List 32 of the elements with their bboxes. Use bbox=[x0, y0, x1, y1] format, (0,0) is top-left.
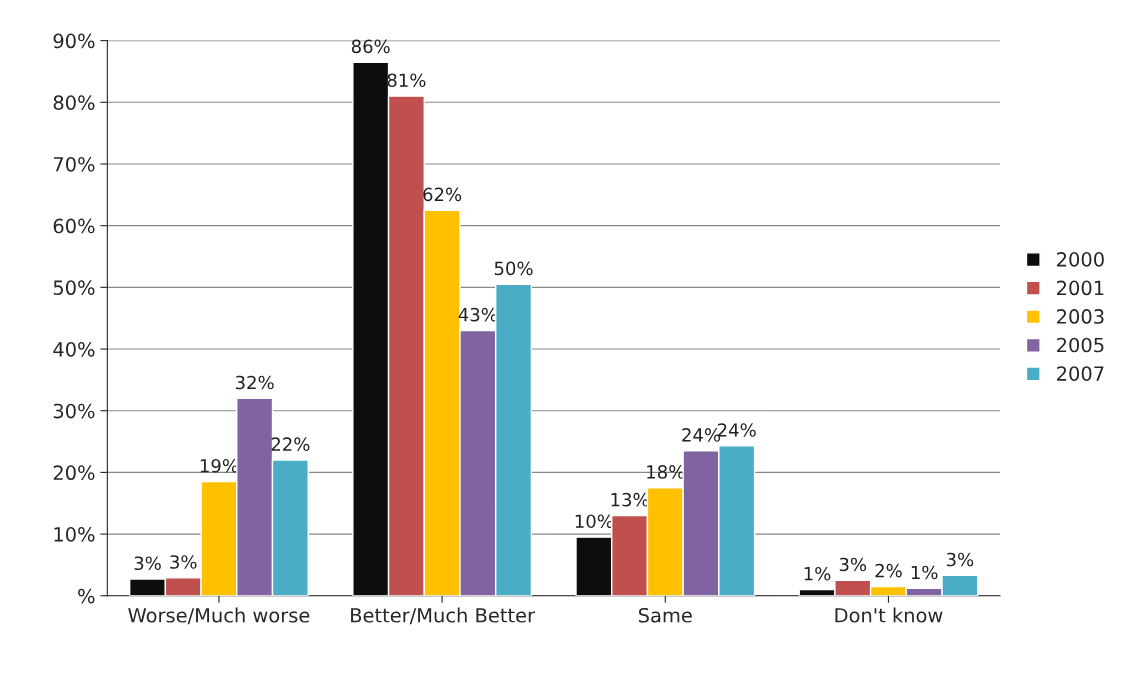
legend-label: 2001 bbox=[1057, 280, 1104, 296]
y-tick-label: 90% bbox=[53, 33, 95, 49]
data-label: 86% bbox=[351, 39, 390, 54]
y-tick-label: 80% bbox=[53, 95, 95, 110]
legend-label: 2000 bbox=[1057, 252, 1104, 267]
data-label: 3% bbox=[839, 557, 867, 572]
x-tick-label: Better/Much Better bbox=[351, 607, 536, 625]
data-label: 3% bbox=[170, 555, 197, 569]
y-tick-label: 10% bbox=[54, 527, 95, 542]
data-label: 2% bbox=[875, 563, 902, 578]
data-label: 1% bbox=[911, 565, 938, 580]
y-tick-label: 20% bbox=[53, 465, 95, 481]
data-label: 1% bbox=[804, 566, 831, 581]
data-label: 62% bbox=[423, 187, 462, 202]
legend-label: 2005 bbox=[1057, 337, 1104, 353]
y-tick-label: 70% bbox=[53, 156, 95, 172]
data-label: 32% bbox=[235, 375, 274, 390]
legend-label: 2007 bbox=[1057, 366, 1104, 381]
legend-label: 2003 bbox=[1057, 309, 1104, 324]
y-tick-label: 30% bbox=[53, 403, 95, 419]
y-tick-label: 50% bbox=[53, 280, 95, 296]
x-tick-label: Worse/Much worse bbox=[128, 607, 310, 625]
data-label: 3% bbox=[134, 556, 161, 571]
data-label: 3% bbox=[946, 552, 974, 567]
y-tick-label: % bbox=[78, 588, 95, 604]
data-label: 18% bbox=[647, 465, 685, 479]
data-label: 19% bbox=[200, 458, 239, 473]
y-tick-label: 40% bbox=[53, 341, 95, 357]
x-tick-label: Don't know bbox=[835, 607, 943, 623]
x-tick-label: Same bbox=[638, 607, 692, 623]
y-tick-label: 60% bbox=[53, 218, 95, 234]
data-label: 50% bbox=[494, 261, 533, 276]
